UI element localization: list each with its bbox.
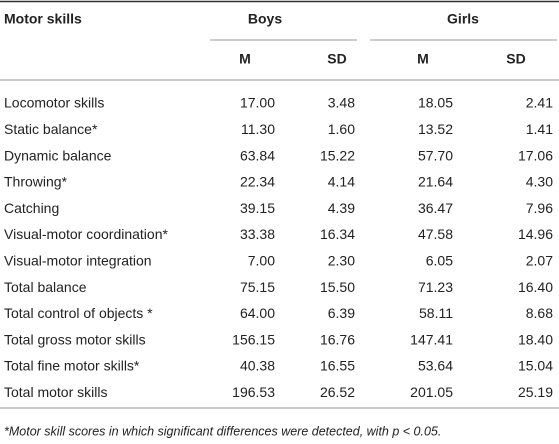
row-label: Visual-motor integration — [4, 253, 152, 269]
value-cell: 4.30 — [526, 174, 553, 190]
value-cell: 7.00 — [248, 253, 275, 269]
value-cell: 16.34 — [320, 226, 355, 242]
value-cell: 6.39 — [328, 305, 355, 321]
value-cell: 47.58 — [418, 226, 453, 242]
value-cell: 16.55 — [320, 358, 355, 374]
value-cell: 57.70 — [418, 147, 453, 163]
value-cell: 75.15 — [240, 279, 275, 295]
value-cell: 15.50 — [320, 279, 355, 295]
value-cell: 58.11 — [419, 305, 453, 321]
value-cell: 22.34 — [240, 174, 275, 190]
value-cell: 17.06 — [518, 147, 553, 163]
row-label: Catching — [4, 200, 59, 216]
header-cell: Boys — [248, 11, 282, 27]
row-label: Total control of objects * — [4, 305, 153, 321]
value-cell: 18.05 — [418, 95, 453, 111]
value-cell: 33.38 — [240, 226, 275, 242]
row-label: Total balance — [4, 279, 87, 295]
footnote: *Motor skill scores in which significant… — [4, 424, 441, 438]
value-cell: 39.15 — [240, 200, 275, 216]
value-cell: 11.30 — [241, 121, 275, 137]
value-cell: 64.00 — [240, 305, 275, 321]
value-cell: 71.23 — [418, 279, 453, 295]
value-cell: 3.48 — [328, 95, 355, 111]
value-cell: 26.52 — [320, 384, 355, 400]
value-cell: 4.14 — [328, 174, 355, 190]
value-cell: 18.40 — [518, 331, 553, 347]
value-cell: 201.05 — [410, 384, 453, 400]
value-cell: 6.05 — [426, 253, 453, 269]
subheader-cell: M — [239, 51, 251, 67]
value-cell: 15.04 — [518, 358, 553, 374]
value-cell: 17.00 — [240, 95, 275, 111]
value-cell: 63.84 — [240, 147, 275, 163]
row-label: Total gross motor skills — [4, 331, 146, 347]
value-cell: 8.68 — [526, 305, 553, 321]
value-cell: 13.52 — [418, 121, 453, 137]
value-cell: 196.53 — [232, 384, 275, 400]
value-cell: 1.41 — [526, 121, 553, 137]
value-cell: 7.96 — [526, 200, 553, 216]
row-label: Visual-motor coordination* — [4, 226, 168, 242]
value-cell: 40.38 — [240, 358, 275, 374]
value-cell: 53.64 — [418, 358, 453, 374]
row-label: Total fine motor skills* — [4, 358, 140, 374]
value-cell: 4.39 — [328, 200, 355, 216]
row-label: Dynamic balance — [4, 147, 112, 163]
row-label: Locomotor skills — [4, 95, 104, 111]
value-cell: 2.41 — [526, 95, 553, 111]
value-cell: 36.47 — [418, 200, 453, 216]
subheader-cell: M — [417, 51, 429, 67]
value-cell: 16.40 — [518, 279, 553, 295]
value-cell: 147.41 — [410, 331, 453, 347]
value-cell: 156.15 — [232, 331, 275, 347]
subheader-cell: SD — [327, 51, 346, 67]
row-label: Throwing* — [4, 174, 68, 190]
value-cell: 25.19 — [518, 384, 553, 400]
value-cell: 16.76 — [320, 331, 355, 347]
value-cell: 2.30 — [328, 253, 355, 269]
row-label: Total motor skills — [4, 384, 107, 400]
value-cell: 14.96 — [518, 226, 553, 242]
value-cell: 2.07 — [526, 253, 553, 269]
header-cell: Girls — [447, 11, 479, 27]
header-cell: Motor skills — [4, 11, 82, 27]
subheader-cell: SD — [506, 51, 525, 67]
value-cell: 21.64 — [418, 174, 453, 190]
value-cell: 1.60 — [328, 121, 355, 137]
row-label: Static balance* — [4, 121, 98, 137]
value-cell: 15.22 — [320, 147, 355, 163]
